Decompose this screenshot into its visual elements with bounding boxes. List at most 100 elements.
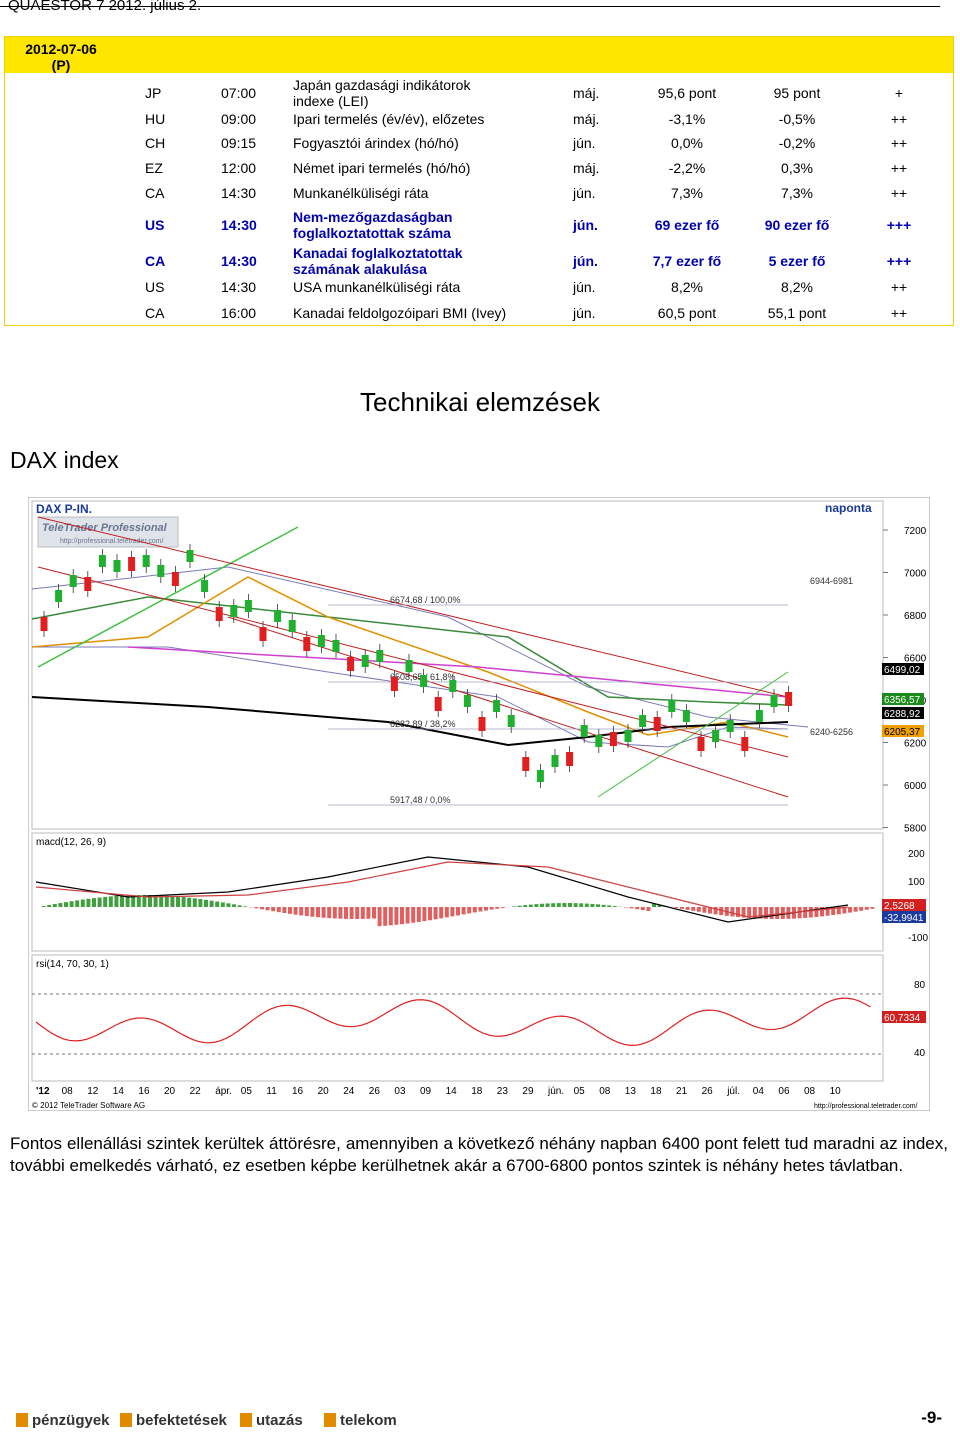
downtrend-line-2 xyxy=(37,566,789,758)
calendar-cell-exp: 8,2% xyxy=(781,279,813,295)
calendar-cell-prev: 7,7 ezer fő xyxy=(652,253,722,269)
date-tick-label: ápr. xyxy=(215,1086,232,1097)
calendar-cell-country: HU xyxy=(145,111,166,127)
macd-bar xyxy=(472,907,477,913)
calendar-cell-imp: ++ xyxy=(890,160,908,176)
candle-body xyxy=(288,620,296,632)
fib-label: 6282,89 / 38,2% xyxy=(390,719,456,729)
macd-bar xyxy=(624,907,628,908)
calendar-cell-time: 09:00 xyxy=(221,111,257,127)
candle-body xyxy=(376,650,384,662)
footer-logo-mark xyxy=(120,1413,132,1427)
calendar-cell-time: 14:30 xyxy=(221,253,257,269)
candle-body xyxy=(697,737,705,751)
calendar-cell-exp: 7,3% xyxy=(781,185,813,201)
calendar-cell-prev: 8,2% xyxy=(671,279,703,295)
macd-bar xyxy=(495,907,500,909)
macd-bar xyxy=(120,895,124,907)
candle-body xyxy=(201,580,209,592)
macd-bar xyxy=(310,907,315,917)
calendar-cell-event: Kanadai feldolgozóipari BMI (Ivey) xyxy=(293,305,507,321)
dax-chart: DAX P-IN. naponta TeleTrader Professional h… xyxy=(28,497,930,1111)
calendar-cell-prev: 95,6 pont xyxy=(657,85,717,101)
calendar-cell-month: máj. xyxy=(573,85,600,101)
macd-bar xyxy=(685,907,690,910)
macd-bar xyxy=(736,907,740,918)
macd-bar xyxy=(383,907,388,926)
calendar-cell-prev: 0,0% xyxy=(671,135,703,151)
macd-bar xyxy=(842,907,847,914)
candle-body xyxy=(361,655,369,667)
brand-box xyxy=(37,516,179,548)
macd-panel xyxy=(31,832,884,952)
candle-body xyxy=(712,730,720,742)
analysis-paragraph: Fontos ellenállási szintek kerültek áttö… xyxy=(10,1134,948,1175)
candle-body xyxy=(230,605,238,617)
macd-bar xyxy=(181,897,186,907)
candle-body xyxy=(770,695,778,707)
macd-bar xyxy=(450,907,455,917)
price-tick-label: 6200 xyxy=(904,739,927,750)
macd-bar xyxy=(204,899,208,907)
calendar-cell-imp: ++ xyxy=(890,305,908,321)
macd-bar xyxy=(282,907,287,914)
calendar-cell-time: 12:00 xyxy=(221,160,257,176)
range-label: 6240-6256 xyxy=(810,727,853,737)
calendar-cell-event: Német ipari termelés (hó/hó) xyxy=(293,160,471,176)
macd-bar xyxy=(416,907,421,922)
date-tick-label: 03 xyxy=(394,1086,406,1097)
rsi-tag xyxy=(882,1011,926,1023)
candle-body xyxy=(566,752,574,766)
macd-bar xyxy=(58,903,63,907)
calendar-cell-month: jún. xyxy=(573,135,596,151)
date-tick-label: 14 xyxy=(446,1086,458,1097)
macd-bar xyxy=(321,907,326,918)
section-title: Technikai elemzések xyxy=(360,387,600,417)
rsi-tick-label: 40 xyxy=(914,1048,926,1059)
price-panel xyxy=(31,500,884,830)
calendar-cell-country: CA xyxy=(145,253,166,269)
candle-body xyxy=(55,590,63,602)
date-tick-label: 16 xyxy=(138,1086,150,1097)
macd-bar xyxy=(708,907,712,914)
macd-bar xyxy=(142,895,147,907)
macd-bar xyxy=(601,904,606,907)
candle-body xyxy=(536,770,544,782)
calendar-cell-country: US xyxy=(145,279,165,295)
brand-name: TeleTrader Professional xyxy=(42,522,168,534)
macd-bar xyxy=(254,907,259,909)
candle-body xyxy=(317,635,325,647)
price-tag xyxy=(882,725,924,737)
date-tick-label: 18 xyxy=(471,1086,483,1097)
price-tick-label: 7200 xyxy=(904,526,927,537)
date-axis xyxy=(32,1082,883,1098)
macd-bar xyxy=(47,905,52,907)
macd-bar xyxy=(848,907,852,913)
candle-body xyxy=(69,575,77,587)
macd-bar xyxy=(607,905,612,907)
macd-bar xyxy=(775,907,780,919)
calendar-date: 2012-07-06 (P) xyxy=(9,41,113,73)
macd-bar xyxy=(484,907,488,911)
price-tick-label: 7000 xyxy=(904,569,927,580)
candle-body xyxy=(463,695,471,707)
calendar-cell-prev: 69 ezer fő xyxy=(654,217,720,233)
macd-bar xyxy=(859,907,864,911)
date-tick-label: 20 xyxy=(318,1086,330,1097)
macd-bar xyxy=(316,907,320,918)
macd-bar xyxy=(232,904,236,907)
macd-bar xyxy=(439,907,444,919)
candle-body xyxy=(522,757,530,771)
calendar-cell-time: 14:30 xyxy=(221,217,257,233)
price-tag-label: 6499,02 xyxy=(884,665,921,676)
macd-bar xyxy=(545,903,550,907)
macd-bar xyxy=(69,901,74,907)
macd-bar xyxy=(198,899,203,907)
candle-body xyxy=(668,700,676,712)
date-tick-label: 05 xyxy=(574,1086,586,1097)
candle-body xyxy=(347,657,355,671)
macd-bar xyxy=(853,907,858,912)
macd-bar xyxy=(808,907,813,918)
economic-calendar: 2012-07-06 (P) JP 07:00 Japán gazdasági in… xyxy=(4,36,954,326)
date-tick-label: 23 xyxy=(497,1086,509,1097)
